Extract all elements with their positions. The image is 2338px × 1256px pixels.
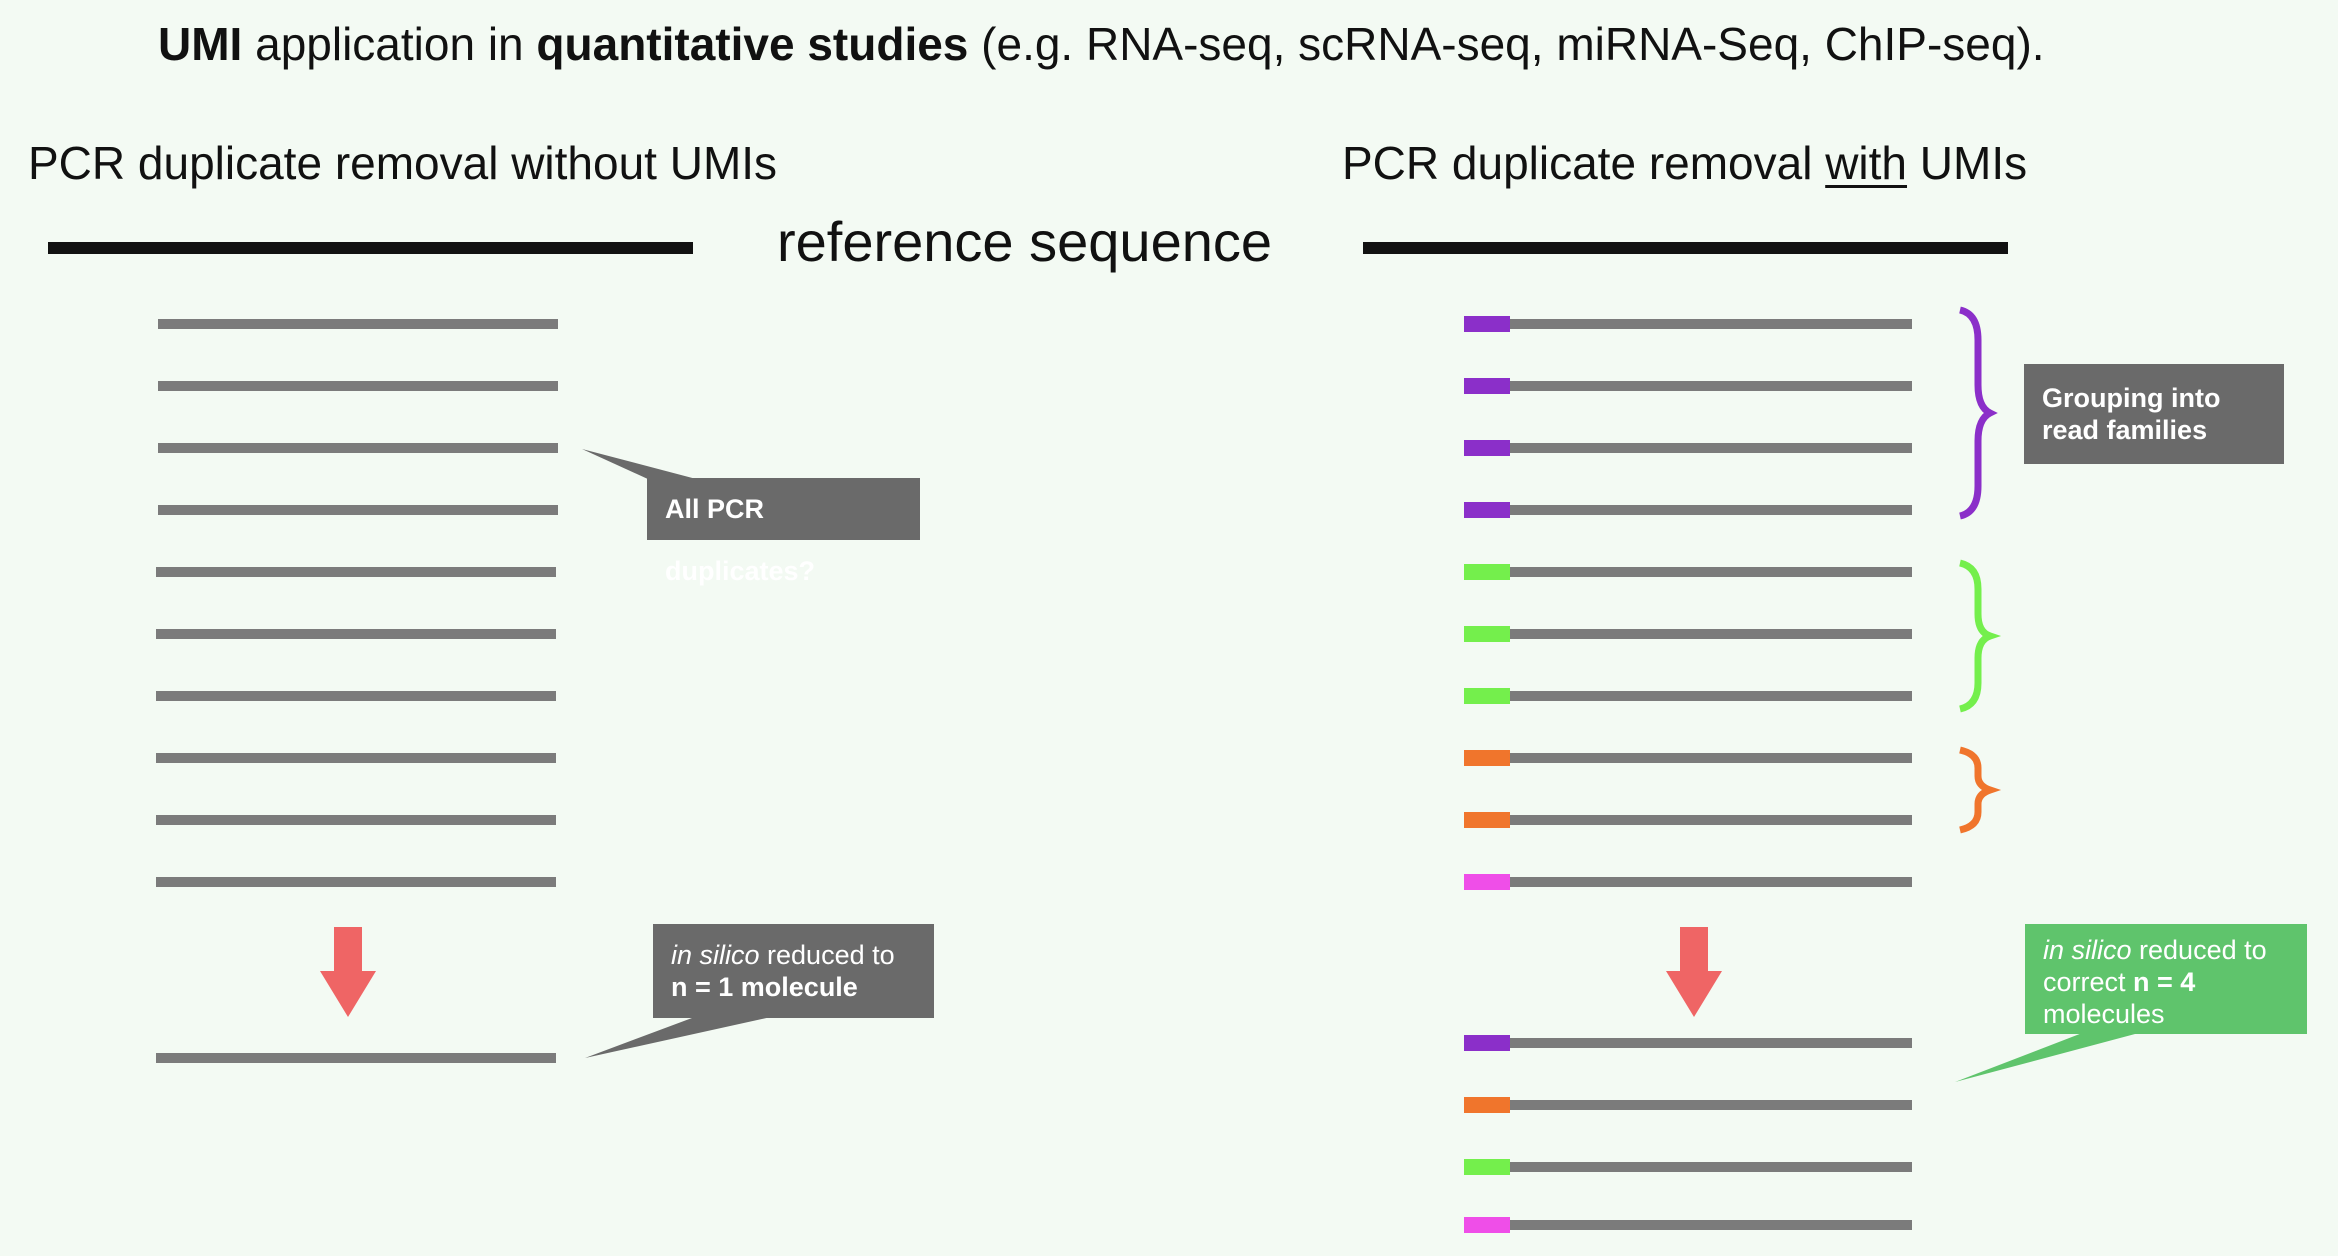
title-umi: UMI (158, 18, 243, 70)
brace-purple-icon (1958, 306, 1998, 520)
umi-tag (1464, 874, 1510, 890)
callout-reduced-n1-bold: n = 1 molecule (671, 972, 858, 1002)
callout-reduced-n4-correct: correct (2043, 967, 2134, 997)
left-read (158, 319, 558, 329)
right-heading-after: UMIs (1907, 137, 2028, 189)
right-read (1510, 815, 1912, 825)
title-examples: (e.g. RNA-seq, scRNA-seq, miRNA-Seq, ChI… (968, 18, 2045, 70)
brace-green-icon (1959, 559, 2002, 713)
callout-reduced-n4-italic: in silico (2043, 935, 2132, 965)
umi-tag (1464, 316, 1510, 332)
callout-reduced-n4: in silico reduced to correct n = 4 molec… (2025, 924, 2307, 1034)
figure-title: UMI application in quantitative studies … (158, 16, 2045, 72)
result-read (1510, 1100, 1912, 1110)
result-umi-tag (1464, 1097, 1510, 1113)
right-heading: PCR duplicate removal with UMIs (1342, 135, 2027, 191)
left-read (158, 381, 558, 391)
left-read (156, 691, 556, 701)
pointer-duplicates (582, 449, 700, 480)
left-read (156, 753, 556, 763)
callout-reduced-n1: in silico reduced to n = 1 molecule (653, 924, 934, 1018)
reference-line-left (48, 242, 693, 254)
brace-orange-icon (1959, 746, 2002, 834)
umi-tag (1464, 502, 1510, 518)
title-quantitative: quantitative studies (536, 18, 969, 70)
left-read (156, 877, 556, 887)
right-read (1510, 877, 1912, 887)
right-read (1510, 443, 1912, 453)
result-read (1510, 1220, 1912, 1230)
right-read (1510, 505, 1912, 515)
result-umi-tag (1464, 1159, 1510, 1175)
reference-label: reference sequence (777, 210, 1273, 273)
right-down-arrow-icon (1666, 927, 1722, 1017)
left-read (158, 505, 558, 515)
umi-tag (1464, 626, 1510, 642)
callout-grouping-line2: read families (2042, 415, 2208, 445)
umi-tag (1464, 564, 1510, 580)
result-umi-tag (1464, 1217, 1510, 1233)
right-read (1510, 691, 1912, 701)
left-down-arrow-icon (320, 927, 376, 1017)
callout-all-pcr-duplicates: All PCR duplicates? (647, 478, 920, 586)
right-read (1510, 567, 1912, 577)
umi-tag (1464, 440, 1510, 456)
right-read (1510, 629, 1912, 639)
callout-reduced-n4-rest: reduced to (2131, 935, 2267, 965)
right-heading-with: with (1825, 137, 1908, 189)
left-result-read (156, 1053, 556, 1063)
umi-tag (1464, 812, 1510, 828)
right-read (1510, 381, 1912, 391)
reference-line-right (1363, 242, 2008, 254)
left-read (156, 629, 556, 639)
result-read (1510, 1162, 1912, 1172)
callout-reduced-n4-line3: molecules (2043, 999, 2165, 1029)
result-umi-tag (1464, 1035, 1510, 1051)
callout-grouping-line1: Grouping into (2042, 383, 2221, 413)
left-heading: PCR duplicate removal without UMIs (28, 137, 778, 189)
umi-tag (1464, 750, 1510, 766)
right-read (1510, 753, 1912, 763)
callout-reduced-n4-bold: n = 4 (2133, 967, 2196, 997)
right-read (1510, 319, 1912, 329)
left-read (156, 815, 556, 825)
pointer-reduced-right (1955, 1030, 2150, 1082)
left-read (156, 567, 556, 577)
right-heading-before: PCR duplicate removal (1342, 137, 1826, 189)
callout-reduced-n4-line1: in silico reduced to (2043, 934, 2289, 966)
umi-tag (1464, 378, 1510, 394)
left-read (158, 443, 558, 453)
result-read (1510, 1038, 1912, 1048)
callout-reduced-n1-italic: in silico (671, 940, 760, 970)
pointer-reduced-left (585, 1015, 780, 1058)
callout-reduced-n1-line1: in silico reduced to (671, 939, 916, 971)
callout-grouping-read-families: Grouping into read families (2024, 364, 2284, 464)
callout-reduced-n1-rest: reduced to (759, 940, 895, 970)
callout-reduced-n4-line2: correct n = 4 (2043, 966, 2289, 998)
title-text-1: application in (242, 18, 537, 70)
umi-tag (1464, 688, 1510, 704)
